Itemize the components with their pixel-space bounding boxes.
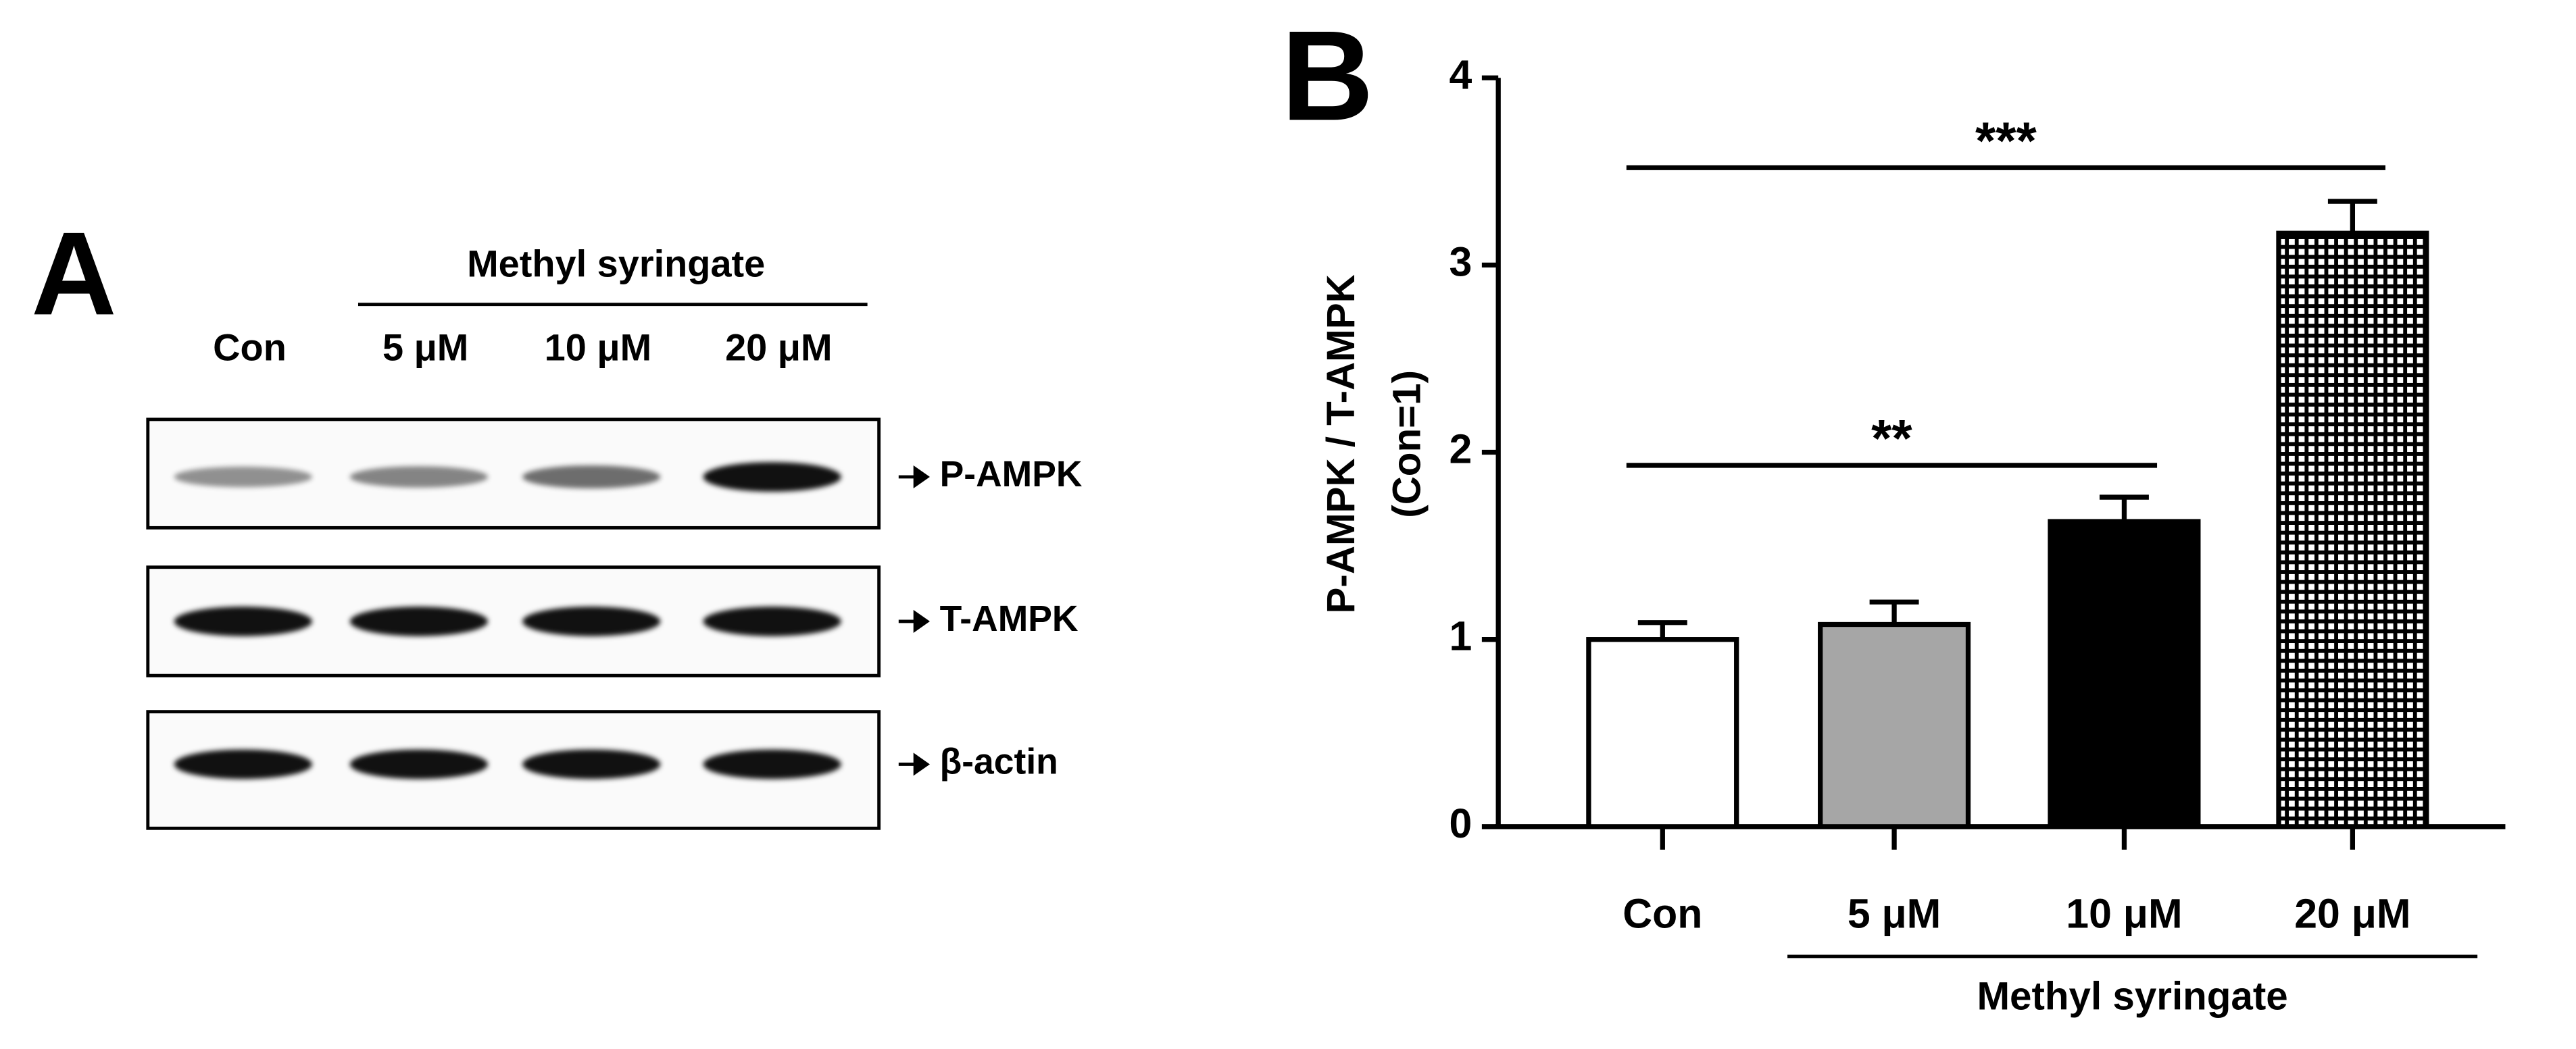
lane-label: 20 μM — [725, 326, 833, 369]
blot-band — [174, 749, 312, 779]
bar — [2048, 519, 2201, 829]
blot-band — [703, 607, 841, 636]
blot-band — [703, 462, 841, 492]
blot-label: β-actin — [940, 742, 1058, 782]
panel-a-label: A — [31, 208, 116, 340]
y-axis-note: (Con=1) — [1385, 370, 1429, 518]
y-tick-label: 3 — [1449, 238, 1472, 284]
lane-label: 10 μM — [545, 326, 652, 369]
blot-band — [174, 466, 312, 488]
x-tick-label: 5 μM — [1848, 891, 1941, 937]
bar — [2276, 230, 2429, 829]
blot-band — [349, 466, 489, 488]
blot-arrow — [898, 752, 931, 776]
blot-band — [522, 749, 661, 779]
blot-band — [349, 749, 489, 779]
blot-band — [349, 607, 489, 636]
blot-band — [522, 607, 661, 636]
blot-band — [174, 607, 312, 636]
y-axis-label: P-AMPK / T-AMPK — [1319, 274, 1363, 613]
x-tick-label: 10 μM — [2066, 891, 2182, 937]
blot-label: T-AMPK — [940, 599, 1079, 639]
bar — [1586, 637, 1739, 829]
blot-arrow — [898, 465, 931, 489]
significance-label: ** — [1871, 409, 1912, 467]
blot-arrow — [898, 609, 931, 633]
bar — [1818, 621, 1971, 829]
y-tick-label: 2 — [1449, 426, 1472, 472]
lane-label: Con — [213, 326, 287, 369]
x-tick-label: Con — [1623, 891, 1702, 937]
x-tick-label: 20 μM — [2294, 891, 2410, 937]
panel-b-label: B — [1281, 4, 1374, 147]
y-tick-label: 1 — [1449, 613, 1472, 659]
lane-label: 5 μM — [382, 326, 468, 369]
treatment-label: Methyl syringate — [467, 242, 765, 285]
blot-band — [522, 465, 661, 489]
y-tick-label: 4 — [1449, 51, 1472, 97]
group-label: Methyl syringate — [1977, 975, 2287, 1019]
y-tick-label: 0 — [1449, 800, 1472, 846]
significance-label: *** — [1975, 112, 2037, 170]
blot-band — [703, 749, 841, 779]
blot-label: P-AMPK — [940, 455, 1083, 494]
